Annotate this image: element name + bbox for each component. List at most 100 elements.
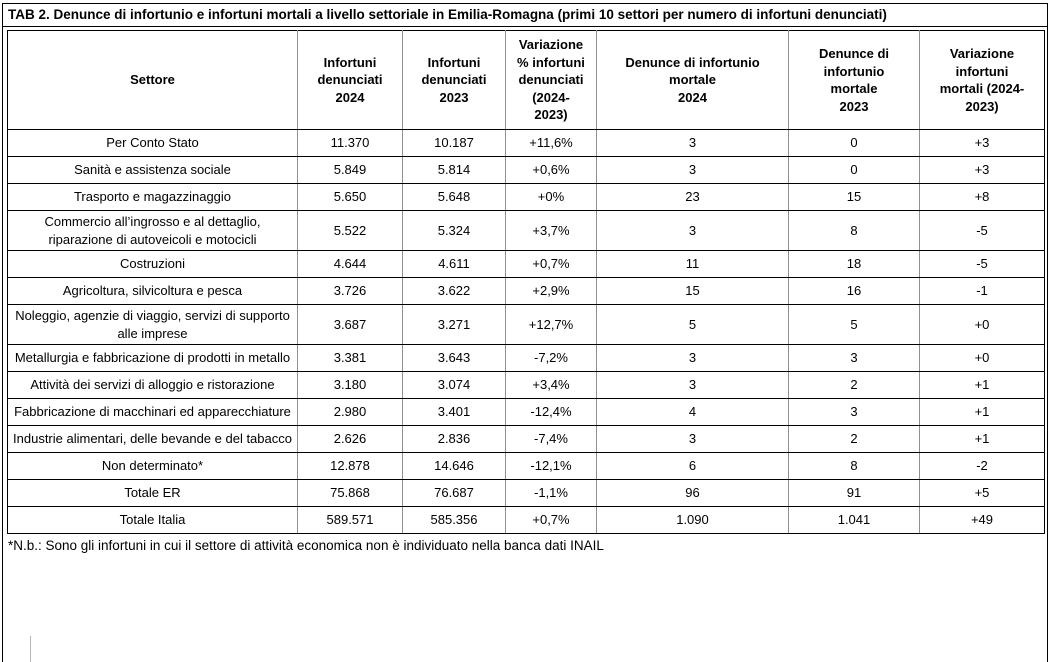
value-cell: -1,1% — [505, 479, 597, 507]
value-cell: 8 — [788, 452, 920, 480]
table-header: Settore Infortuni denunciati 2024 Infortun… — [7, 30, 1045, 130]
value-cell: +3,4% — [505, 371, 597, 399]
value-cell: +0 — [919, 344, 1045, 372]
value-cell: +0,7% — [505, 506, 597, 534]
value-cell: +3,7% — [505, 210, 597, 251]
value-cell: 2 — [788, 425, 920, 453]
value-cell: 5.650 — [297, 183, 403, 211]
value-cell: 15 — [596, 277, 789, 305]
value-cell: 4.611 — [402, 250, 506, 278]
value-cell: 589.571 — [297, 506, 403, 534]
table-row: Costruzioni 4.644 4.611 +0,7% 11 18 -5 — [7, 250, 1045, 278]
value-cell: 2.836 — [402, 425, 506, 453]
header-cell: Settore — [7, 30, 298, 130]
value-cell: 96 — [596, 479, 789, 507]
value-cell: 3 — [788, 344, 920, 372]
value-cell: +0,7% — [505, 250, 597, 278]
value-cell: 5.324 — [402, 210, 506, 251]
value-cell: 16 — [788, 277, 920, 305]
value-cell: 3 — [596, 156, 789, 184]
value-cell: 5.849 — [297, 156, 403, 184]
value-cell: 5.814 — [402, 156, 506, 184]
value-cell: +12,7% — [505, 304, 597, 345]
sector-cell: Industrie alimentari, delle bevande e de… — [7, 425, 298, 453]
value-cell: 3.643 — [402, 344, 506, 372]
value-cell: 3 — [596, 210, 789, 251]
value-cell: 2.980 — [297, 398, 403, 426]
table-row: Per Conto Stato 11.370 10.187 +11,6% 3 0 +3 — [7, 129, 1045, 157]
header-cell: Infortuni denunciati 2024 — [297, 30, 403, 130]
value-cell: 11.370 — [297, 129, 403, 157]
sector-cell: Per Conto Stato — [7, 129, 298, 157]
value-cell: 3.074 — [402, 371, 506, 399]
value-cell: 3 — [596, 371, 789, 399]
value-cell: 4 — [596, 398, 789, 426]
value-cell: 11 — [596, 250, 789, 278]
value-cell: 3.271 — [402, 304, 506, 345]
sector-cell: Totale ER — [7, 479, 298, 507]
page-title: TAB 2. Denunce di infortunio e infortuni… — [3, 4, 1047, 27]
header-cell: Denunce di infortunio mortale 2024 — [596, 30, 789, 130]
sector-cell: Non determinato* — [7, 452, 298, 480]
value-cell: 2 — [788, 371, 920, 399]
value-cell: 5 — [596, 304, 789, 345]
value-cell: 0 — [788, 156, 920, 184]
value-cell: +0% — [505, 183, 597, 211]
value-cell: 2.626 — [297, 425, 403, 453]
value-cell: 5 — [788, 304, 920, 345]
table-row: Totale Italia 589.571 585.356 +0,7% 1.090 1.0… — [7, 506, 1045, 534]
value-cell: 1.041 — [788, 506, 920, 534]
sector-cell: Trasporto e magazzinaggio — [7, 183, 298, 211]
value-cell: +5 — [919, 479, 1045, 507]
value-cell: +0 — [919, 304, 1045, 345]
value-cell: -7,2% — [505, 344, 597, 372]
value-cell: 76.687 — [402, 479, 506, 507]
value-cell: +2,9% — [505, 277, 597, 305]
value-cell: 18 — [788, 250, 920, 278]
header-cell: Denunce di infortunio mortale 2023 — [788, 30, 920, 130]
value-cell: 15 — [788, 183, 920, 211]
value-cell: 3.381 — [297, 344, 403, 372]
value-cell: +8 — [919, 183, 1045, 211]
value-cell: 75.868 — [297, 479, 403, 507]
value-cell: 3.726 — [297, 277, 403, 305]
value-cell: 3 — [596, 425, 789, 453]
value-cell: +3 — [919, 156, 1045, 184]
value-cell: -5 — [919, 210, 1045, 251]
data-table: Settore Infortuni denunciati 2024 Infortun… — [7, 30, 1045, 534]
value-cell: -12,4% — [505, 398, 597, 426]
stray-gridline — [30, 636, 31, 662]
value-cell: 5.522 — [297, 210, 403, 251]
table-row: Noleggio, agenzie di viaggio, servizi di… — [7, 304, 1045, 345]
value-cell: +0,6% — [505, 156, 597, 184]
sector-cell: Fabbricazione di macchinari ed apparecch… — [7, 398, 298, 426]
sector-cell: Commercio all’ingrosso e al dettaglio, r… — [7, 210, 298, 251]
value-cell: 0 — [788, 129, 920, 157]
table-row: Commercio all’ingrosso e al dettaglio, r… — [7, 210, 1045, 251]
value-cell: 4.644 — [297, 250, 403, 278]
value-cell: 3.180 — [297, 371, 403, 399]
table-row: Metallurgia e fabbricazione di prodotti … — [7, 344, 1045, 372]
table-row: Agricoltura, silvicoltura e pesca 3.726 3.… — [7, 277, 1045, 305]
value-cell: -5 — [919, 250, 1045, 278]
value-cell: 91 — [788, 479, 920, 507]
header-cell: Variazione % infortuni denunciati (2024-… — [505, 30, 597, 130]
sector-cell: Sanità e assistenza sociale — [7, 156, 298, 184]
outer-frame: TAB 2. Denunce di infortunio e infortuni… — [2, 3, 1048, 662]
value-cell: 1.090 — [596, 506, 789, 534]
value-cell: 6 — [596, 452, 789, 480]
value-cell: 10.187 — [402, 129, 506, 157]
value-cell: +1 — [919, 425, 1045, 453]
footnote: *N.b.: Sono gli infortuni in cui il sett… — [8, 538, 604, 553]
value-cell: 3 — [596, 129, 789, 157]
value-cell: 3.401 — [402, 398, 506, 426]
table-body: Per Conto Stato 11.370 10.187 +11,6% 3 0 +3 San… — [7, 129, 1045, 534]
table-row: Sanità e assistenza sociale 5.849 5.814 +0,… — [7, 156, 1045, 184]
value-cell: 8 — [788, 210, 920, 251]
value-cell: 3 — [596, 344, 789, 372]
value-cell: -7,4% — [505, 425, 597, 453]
value-cell: 3 — [788, 398, 920, 426]
value-cell: -12,1% — [505, 452, 597, 480]
sector-cell: Costruzioni — [7, 250, 298, 278]
value-cell: 585.356 — [402, 506, 506, 534]
